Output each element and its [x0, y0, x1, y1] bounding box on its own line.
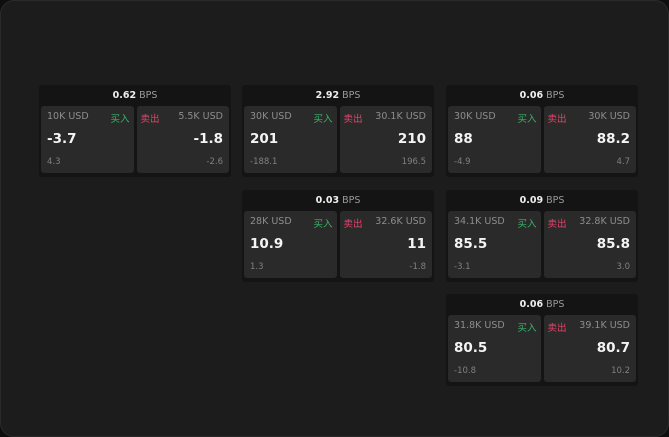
bid-size: 10K USD: [47, 111, 89, 122]
ask-change: -1.8: [409, 262, 426, 272]
sell-label: 卖出: [343, 219, 363, 230]
buy-label: 买入: [517, 114, 537, 125]
buy-cell[interactable]: 10K USD 买入 -3.7 4.3: [41, 106, 134, 173]
bid-price: 10.9: [250, 236, 284, 252]
ask-change: 4.7: [616, 157, 630, 167]
spread-unit: BPS: [342, 195, 361, 206]
buy-cell[interactable]: 34.1K USD 买入 85.5 -3.1: [448, 211, 541, 278]
spread-header: 2.92 BPS: [242, 85, 434, 106]
sell-label: 卖出: [547, 323, 567, 334]
spread-header: 0.62 BPS: [39, 85, 231, 106]
spread-value: 2.92: [315, 90, 340, 101]
spread-unit: BPS: [546, 299, 565, 310]
ask-change: 3.0: [616, 262, 630, 272]
sell-cell[interactable]: 卖出 30.1K USD 210 196.5: [339, 106, 432, 173]
bid-change: 1.3: [250, 262, 264, 272]
sell-label: 卖出: [343, 114, 363, 125]
quote-card: 0.09 BPS 34.1K USD 买入 85.5 -3.1 卖出 32.8K…: [446, 190, 638, 282]
ask-price: -1.8: [193, 131, 223, 147]
spread-value: 0.06: [519, 90, 544, 101]
bid-size: 28K USD: [250, 216, 292, 227]
sell-label: 卖出: [140, 114, 160, 125]
bid-price: 201: [250, 131, 279, 147]
buy-label: 买入: [313, 219, 333, 230]
spread-value: 0.06: [519, 299, 544, 310]
ask-change: -2.6: [206, 157, 223, 167]
sell-cell[interactable]: 卖出 30K USD 88.2 4.7: [543, 106, 636, 173]
ask-size: 32.6K USD: [375, 216, 426, 227]
buy-label: 买入: [110, 114, 130, 125]
sell-label: 卖出: [547, 219, 567, 230]
bid-size: 31.8K USD: [454, 320, 505, 331]
spread-header: 0.03 BPS: [242, 190, 434, 211]
ask-size: 30K USD: [588, 111, 630, 122]
ask-change: 196.5: [401, 157, 426, 167]
bid-change: -10.8: [454, 366, 476, 376]
bid-change: -4.9: [454, 157, 471, 167]
spread-value: 0.03: [315, 195, 340, 206]
spread-header: 0.09 BPS: [446, 190, 638, 211]
bid-change: -3.1: [454, 262, 471, 272]
ask-price: 88.2: [596, 131, 630, 147]
bid-price: 85.5: [454, 236, 488, 252]
sell-cell[interactable]: 卖出 32.8K USD 85.8 3.0: [543, 211, 636, 278]
bid-size: 30K USD: [250, 111, 292, 122]
spread-header: 0.06 BPS: [446, 294, 638, 315]
buy-cell[interactable]: 30K USD 买入 88 -4.9: [448, 106, 541, 173]
ask-price: 11: [407, 236, 426, 252]
spread-value: 0.62: [112, 90, 137, 101]
quote-card: 0.06 BPS 30K USD 买入 88 -4.9 卖出 30K USD 8…: [446, 85, 638, 177]
spread-unit: BPS: [342, 90, 361, 101]
buy-cell[interactable]: 31.8K USD 买入 80.5 -10.8: [448, 315, 541, 382]
quote-card: 0.06 BPS 31.8K USD 买入 80.5 -10.8 卖出 39.1…: [446, 294, 638, 386]
ask-change: 10.2: [611, 366, 630, 376]
ask-price: 210: [397, 131, 426, 147]
bid-price: 80.5: [454, 340, 488, 356]
sell-cell[interactable]: 卖出 5.5K USD -1.8 -2.6: [136, 106, 229, 173]
buy-label: 买入: [517, 219, 537, 230]
spread-unit: BPS: [546, 195, 565, 206]
bid-price: 88: [454, 131, 473, 147]
ask-size: 39.1K USD: [579, 320, 630, 331]
bid-price: -3.7: [47, 131, 77, 147]
ask-price: 85.8: [596, 236, 630, 252]
ask-size: 32.8K USD: [579, 216, 630, 227]
sell-cell[interactable]: 卖出 32.6K USD 11 -1.8: [339, 211, 432, 278]
spread-unit: BPS: [139, 90, 158, 101]
quote-card: 2.92 BPS 30K USD 买入 201 -188.1 卖出 30.1K …: [242, 85, 434, 177]
bid-change: -188.1: [250, 157, 278, 167]
spread-unit: BPS: [546, 90, 565, 101]
sell-label: 卖出: [547, 114, 567, 125]
buy-cell[interactable]: 28K USD 买入 10.9 1.3: [244, 211, 337, 278]
ask-size: 30.1K USD: [375, 111, 426, 122]
spread-value: 0.09: [519, 195, 544, 206]
bid-size: 30K USD: [454, 111, 496, 122]
buy-label: 买入: [313, 114, 333, 125]
sell-cell[interactable]: 卖出 39.1K USD 80.7 10.2: [543, 315, 636, 382]
spread-header: 0.06 BPS: [446, 85, 638, 106]
bid-size: 34.1K USD: [454, 216, 505, 227]
buy-cell[interactable]: 30K USD 买入 201 -188.1: [244, 106, 337, 173]
ask-price: 80.7: [596, 340, 630, 356]
buy-label: 买入: [517, 323, 537, 334]
ask-size: 5.5K USD: [178, 111, 223, 122]
quote-card: 0.03 BPS 28K USD 买入 10.9 1.3 卖出 32.6K US…: [242, 190, 434, 282]
quote-card: 0.62 BPS 10K USD 买入 -3.7 4.3 卖出 5.5K USD…: [39, 85, 231, 177]
bid-change: 4.3: [47, 157, 61, 167]
